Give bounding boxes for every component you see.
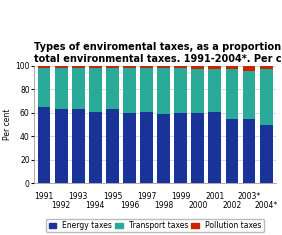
Text: 2001: 2001 [205, 192, 224, 200]
Bar [140, 66, 153, 68]
Bar [157, 66, 170, 68]
Bar [55, 66, 68, 68]
Bar [174, 66, 187, 68]
Bar [174, 68, 187, 113]
Bar [89, 112, 102, 183]
Text: 1992: 1992 [52, 201, 71, 210]
Bar [38, 66, 50, 68]
Legend: Energy taxes, Transport taxes, Pollution taxes: Energy taxes, Transport taxes, Pollution… [46, 219, 264, 232]
Bar [123, 113, 136, 183]
Bar [106, 66, 119, 68]
Bar [260, 125, 272, 183]
Bar [140, 68, 153, 112]
Text: 1996: 1996 [120, 201, 139, 210]
Bar [243, 70, 255, 119]
Bar [38, 107, 50, 183]
Y-axis label: Per cent: Per cent [3, 109, 12, 140]
Text: 2003*: 2003* [237, 192, 261, 200]
Text: 2002: 2002 [222, 201, 242, 210]
Bar [243, 66, 255, 70]
Bar [123, 68, 136, 113]
Text: 1994: 1994 [86, 201, 105, 210]
Text: 1998: 1998 [154, 201, 173, 210]
Bar [226, 69, 238, 119]
Bar [157, 114, 170, 183]
Bar [72, 66, 85, 68]
Text: 1995: 1995 [103, 192, 122, 200]
Bar [55, 109, 68, 183]
Bar [191, 113, 204, 183]
Text: 1999: 1999 [171, 192, 190, 200]
Text: Types of enviromental taxes, as a proportion of
total environmental taxes. 1991-: Types of enviromental taxes, as a propor… [34, 42, 282, 64]
Bar [208, 69, 221, 112]
Bar [38, 68, 50, 107]
Bar [208, 66, 221, 69]
Bar [72, 68, 85, 109]
Bar [72, 109, 85, 183]
Text: 1993: 1993 [69, 192, 88, 200]
Bar [55, 68, 68, 109]
Bar [226, 119, 238, 183]
Text: 1991: 1991 [34, 192, 54, 200]
Bar [106, 109, 119, 183]
Bar [157, 68, 170, 114]
Bar [123, 66, 136, 68]
Bar [140, 112, 153, 183]
Bar [191, 66, 204, 69]
Text: 2000: 2000 [188, 201, 208, 210]
Bar [89, 68, 102, 112]
Bar [191, 69, 204, 113]
Bar [174, 113, 187, 183]
Text: 1997: 1997 [137, 192, 156, 200]
Bar [260, 66, 272, 69]
Bar [208, 112, 221, 183]
Bar [260, 69, 272, 125]
Bar [89, 66, 102, 68]
Bar [243, 119, 255, 183]
Bar [106, 68, 119, 109]
Bar [226, 66, 238, 69]
Text: 2004*: 2004* [254, 201, 278, 210]
